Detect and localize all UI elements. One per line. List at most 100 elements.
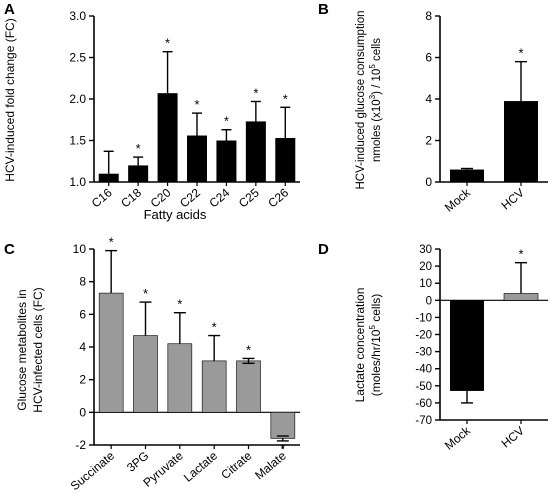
panel-b-ylabel-line2-pre: nmoles (x10 bbox=[371, 99, 383, 162]
bar bbox=[503, 293, 539, 301]
y-tick-label: 0 bbox=[425, 175, 432, 189]
significance-star: * bbox=[224, 114, 229, 129]
x-tick-label: C25 bbox=[236, 185, 262, 210]
panel-d-ylabel-line2-post: cells) bbox=[369, 294, 383, 325]
bar bbox=[187, 135, 207, 182]
y-tick-label: 3.0 bbox=[69, 9, 86, 23]
significance-star: * bbox=[253, 85, 258, 100]
y-tick-label: 8 bbox=[79, 275, 86, 289]
y-tick-label: 4 bbox=[425, 92, 432, 106]
significance-star: * bbox=[518, 247, 523, 262]
x-tick-label: Malate bbox=[252, 448, 289, 482]
panel-c-label: C bbox=[4, 241, 15, 258]
panel-d: D -70 -60 -50 -40 -30 -20 -10 0 10 20 30 Mock * HCV L… bbox=[318, 241, 548, 453]
x-tick-label: Mock bbox=[442, 185, 474, 215]
y-tick-label: -40 bbox=[415, 364, 432, 376]
y-tick-label: -30 bbox=[415, 347, 432, 359]
x-tick-label: HCV bbox=[499, 186, 527, 213]
significance-star: * bbox=[518, 46, 523, 61]
y-tick-label: -2 bbox=[75, 438, 86, 452]
x-tick-label: C26 bbox=[265, 185, 291, 210]
x-tick-label: Citrate bbox=[218, 448, 254, 482]
panel-d-marks: -70 -60 -50 -40 -30 -20 -10 0 10 20 30 Mock * HCV bbox=[415, 244, 548, 453]
panel-b: B 0 2 4 6 8 Mock * HCV HCV-induced glucose cons… bbox=[318, 1, 548, 215]
bar bbox=[216, 140, 237, 182]
y-tick-label: 8 bbox=[425, 9, 432, 23]
panel-d-ylabel-line2-pre: (moles/hr/10 bbox=[369, 329, 383, 396]
panel-b-ylabel-line2-post: cells bbox=[371, 38, 383, 64]
bar bbox=[98, 173, 119, 182]
significance-star: * bbox=[109, 235, 114, 250]
x-tick-label: Mock bbox=[442, 423, 474, 453]
y-tick-label: 1.5 bbox=[69, 134, 86, 148]
x-tick-label: 3PG bbox=[124, 449, 151, 475]
x-tick-label: C16 bbox=[89, 185, 115, 210]
y-tick-label: -10 bbox=[415, 312, 432, 324]
x-tick-label: C24 bbox=[206, 185, 232, 210]
y-tick-label: 10 bbox=[73, 242, 87, 256]
y-tick-label: 10 bbox=[419, 278, 432, 290]
x-tick-label: Succinate bbox=[68, 448, 118, 493]
panel-b-ylabel-line1: HCV-induced glucose consumption bbox=[355, 11, 367, 190]
bar bbox=[128, 165, 149, 182]
significance-star: * bbox=[136, 141, 141, 156]
bar bbox=[450, 169, 484, 182]
bar bbox=[504, 101, 538, 182]
panel-d-ylabel-sup: 5 bbox=[368, 325, 377, 330]
significance-star: * bbox=[177, 297, 182, 312]
x-tick-label: HCV bbox=[499, 424, 527, 451]
panel-b-ylabel-sup1: 3 bbox=[368, 94, 377, 99]
x-tick-label: Lactate bbox=[181, 448, 220, 484]
y-tick-label: 2 bbox=[79, 373, 86, 387]
significance-star: * bbox=[283, 91, 288, 106]
panel-a: A 1.01.52.02.53.0C16*C18*C20*C22*C24*C25… bbox=[3, 1, 300, 222]
bar bbox=[275, 138, 296, 182]
panel-b-ylabel-line2-mid: ) / 10 bbox=[371, 69, 383, 95]
y-tick-label: 2.0 bbox=[69, 92, 86, 106]
panel-a-xlabel: Fatty acids bbox=[144, 207, 207, 222]
panel-a-ylabel: HCV-induced fold change (FC) bbox=[3, 18, 17, 181]
bar bbox=[245, 121, 266, 182]
significance-star: * bbox=[246, 342, 251, 357]
y-tick-label: 4 bbox=[79, 340, 86, 354]
y-tick-label: 6 bbox=[79, 307, 86, 321]
bar bbox=[157, 93, 178, 182]
bar bbox=[270, 412, 296, 439]
bar bbox=[167, 343, 193, 413]
significance-star: * bbox=[143, 286, 148, 301]
panel-b-ylabel-sup2: 5 bbox=[368, 64, 377, 69]
significance-star: * bbox=[212, 320, 217, 335]
panel-a-label: A bbox=[4, 1, 15, 18]
panel-d-label: D bbox=[318, 241, 329, 258]
panel-c-ylabel-line1: Glucose metabolites in bbox=[15, 289, 29, 410]
panel-b-marks: 0 2 4 6 8 Mock * HCV bbox=[425, 9, 548, 215]
y-tick-label: 30 bbox=[419, 244, 432, 256]
bar bbox=[133, 335, 158, 413]
bar bbox=[98, 292, 124, 413]
y-tick-label: 2.5 bbox=[69, 51, 86, 65]
bar bbox=[236, 360, 261, 413]
y-tick-label: 20 bbox=[419, 261, 432, 273]
panel-d-ylabel-line2: (moles/hr/105 cells) bbox=[368, 294, 383, 397]
y-tick-label: 0 bbox=[79, 405, 86, 419]
significance-star: * bbox=[165, 36, 170, 51]
panel-b-ylabel-line2: nmoles (x103) / 105 cells bbox=[368, 38, 383, 162]
y-tick-label: -20 bbox=[415, 330, 432, 342]
panel-b-label: B bbox=[318, 1, 329, 18]
significance-star: * bbox=[194, 97, 199, 112]
y-tick-label: 2 bbox=[425, 134, 432, 148]
bar bbox=[450, 300, 484, 391]
y-tick-label: -60 bbox=[415, 398, 432, 410]
y-tick-label: -70 bbox=[415, 415, 432, 427]
bar bbox=[201, 360, 227, 413]
y-tick-label: 0 bbox=[426, 295, 432, 307]
y-tick-label: 1.0 bbox=[69, 175, 86, 189]
panel-a-marks: 1.01.52.02.53.0C16*C18*C20*C22*C24*C25*C… bbox=[69, 9, 300, 210]
x-tick-label: C18 bbox=[118, 185, 144, 210]
panel-d-ylabel-line1: Lactate concentration bbox=[353, 288, 367, 403]
y-tick-label: -50 bbox=[415, 381, 432, 393]
panel-c-ylabel-line2: HCV-infected cells (FC) bbox=[31, 287, 45, 412]
